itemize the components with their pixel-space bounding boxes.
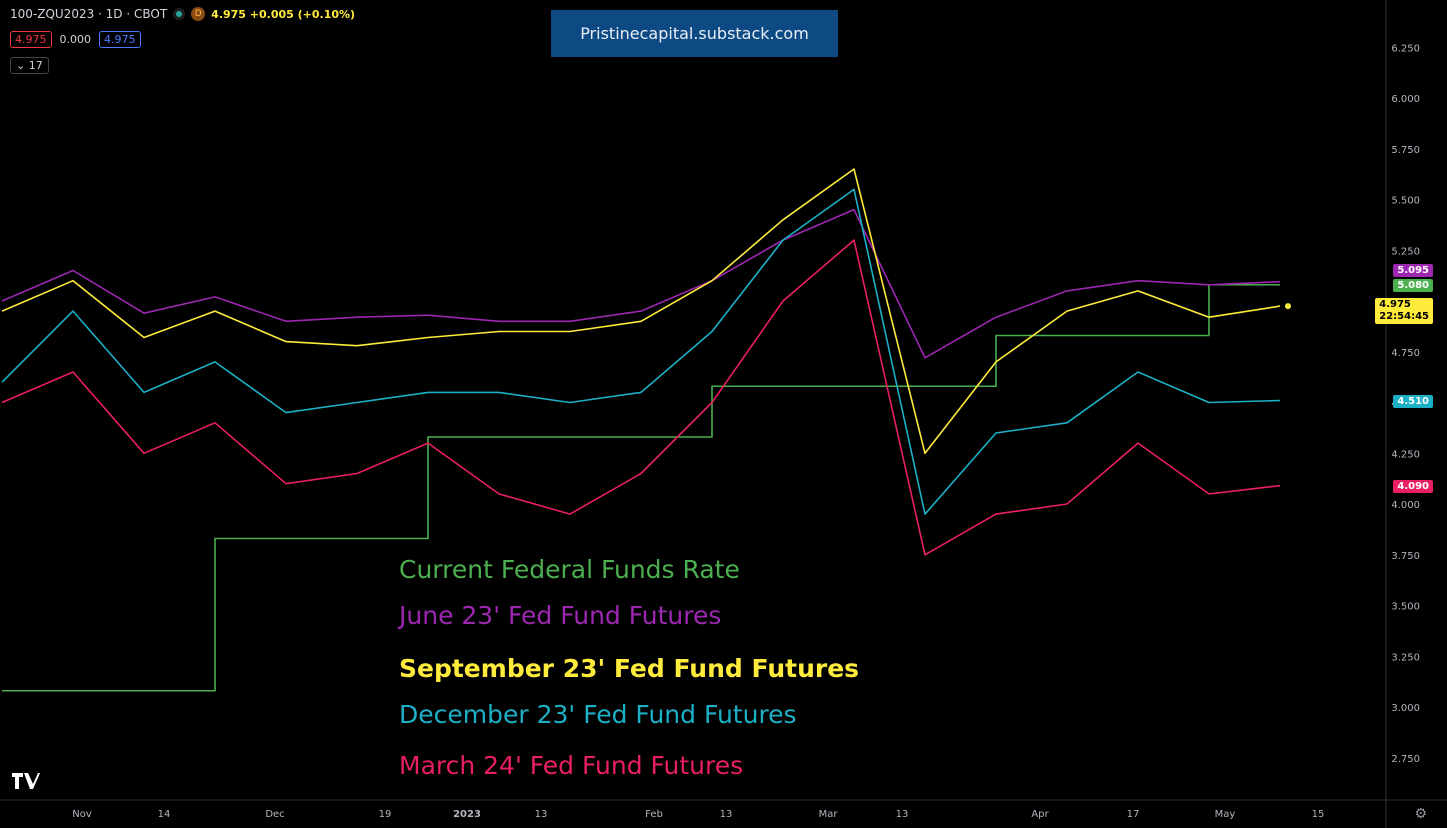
price-tag-march: 4.090	[1393, 480, 1433, 493]
x-tick-label: Mar	[819, 809, 839, 820]
spread-value: 0.000	[59, 33, 92, 46]
legend-june-futures: June 23' Fed Fund Futures	[399, 601, 722, 630]
x-tick-label: May	[1215, 809, 1236, 820]
sell-button[interactable]: 4.975	[10, 31, 52, 48]
delayed-badge: D	[191, 7, 206, 21]
x-tick-label: 13	[720, 809, 733, 820]
price-tag-countdown: 22:54:45	[1379, 311, 1429, 322]
price-tag-december: 4.510	[1393, 395, 1433, 408]
y-tick-label: 3.500	[1391, 602, 1420, 613]
market-status-icon	[173, 8, 186, 20]
x-tick-label: 13	[896, 809, 909, 820]
x-tick-label: 14	[158, 809, 171, 820]
x-tick-label: Nov	[72, 809, 92, 820]
legend-march-futures: March 24' Fed Fund Futures	[399, 751, 744, 780]
x-tick-label: Dec	[265, 809, 284, 820]
price-tag-current: 5.080	[1393, 279, 1433, 292]
price-tag-september-value: 4.975	[1379, 299, 1411, 310]
y-tick-label: 5.500	[1391, 196, 1420, 207]
y-tick-label: 5.750	[1391, 145, 1420, 156]
y-tick-label: 6.000	[1391, 94, 1420, 105]
y-tick-label: 2.750	[1391, 754, 1420, 765]
legend-current-rate: Current Federal Funds Rate	[399, 555, 740, 584]
indicator-count: 17	[28, 59, 43, 72]
x-tick-label: 2023	[453, 809, 481, 820]
last-price-dot	[1285, 303, 1291, 310]
y-tick-label: 3.750	[1391, 551, 1420, 562]
buy-button[interactable]: 4.975	[99, 31, 141, 48]
gear-icon[interactable]: ⚙	[1414, 806, 1427, 822]
y-tick-label: 3.250	[1391, 652, 1420, 663]
last-quote: 4.975 +0.005 (+0.10%)	[211, 7, 356, 21]
y-tick-label: 4.750	[1391, 348, 1420, 359]
x-tick-label: Apr	[1031, 809, 1049, 820]
y-tick-label: 6.250	[1391, 43, 1420, 54]
y-tick-label: 4.000	[1391, 500, 1420, 511]
series-line	[1, 188, 1281, 515]
chart-header: 100-ZQU2023 · 1D · CBOT D 4.975 +0.005 (…	[10, 7, 355, 21]
x-tick-label: 13	[535, 809, 548, 820]
chevron-down-icon: ⌄	[16, 59, 26, 72]
x-tick-label: 17	[1127, 809, 1140, 820]
source-banner: Pristinecapital.substack.com	[551, 10, 838, 57]
tradingview-logo-icon[interactable]	[12, 773, 40, 789]
bid-ask-row: 4.975 0.000 4.975	[10, 31, 141, 48]
legend-december-futures: December 23' Fed Fund Futures	[399, 700, 797, 729]
x-tick-label: 19	[379, 809, 392, 820]
legend-september-futures: September 23' Fed Fund Futures	[399, 654, 860, 683]
series-line	[1, 168, 1281, 455]
y-tick-label: 3.000	[1391, 703, 1420, 714]
price-tag-september: 4.975 22:54:45	[1375, 298, 1433, 324]
series-line	[1, 239, 1281, 556]
y-tick-label: 4.250	[1391, 449, 1420, 460]
price-tag-june: 5.095	[1393, 264, 1433, 277]
x-tick-label: Feb	[645, 809, 663, 820]
y-tick-label: 5.250	[1391, 246, 1420, 257]
indicator-toggle[interactable]: ⌄ 17	[10, 57, 49, 74]
symbol-title[interactable]: 100-ZQU2023 · 1D · CBOT	[10, 7, 168, 21]
x-tick-label: 15	[1312, 809, 1325, 820]
series-line	[1, 208, 1281, 359]
